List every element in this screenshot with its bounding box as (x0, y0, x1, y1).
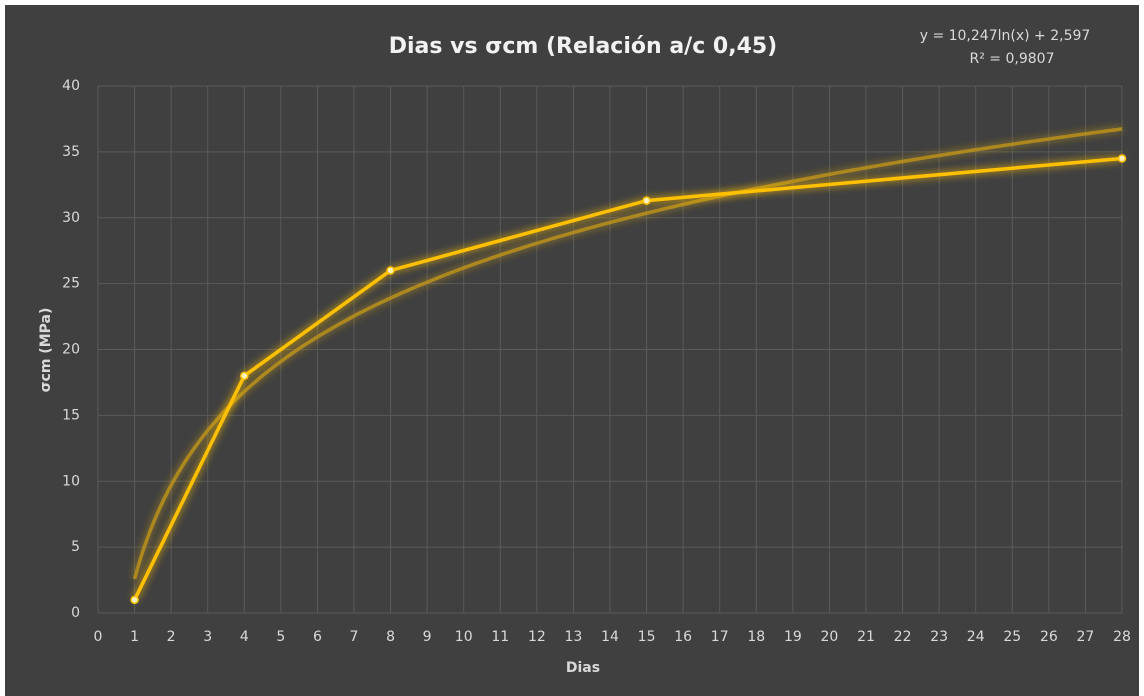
x-tick-label: 14 (601, 629, 619, 645)
x-tick-label: 10 (455, 629, 473, 645)
y-tick-label: 30 (62, 210, 80, 226)
trendline (132, 127, 1123, 580)
x-tick-label: 26 (1040, 629, 1058, 645)
data-point (386, 266, 395, 275)
x-tick-label: 3 (203, 629, 212, 645)
x-tick-label: 23 (930, 629, 948, 645)
y-tick-label: 35 (62, 144, 80, 160)
data-point (130, 595, 139, 605)
data-point (642, 196, 651, 205)
x-tick-label: 17 (711, 629, 729, 645)
y-tick-label: 25 (62, 276, 80, 292)
x-tick-label: 7 (350, 629, 359, 645)
y-tick-label: 40 (62, 78, 80, 94)
data-point (1117, 154, 1127, 163)
y-tick-label: 10 (62, 473, 80, 489)
trend-equation: y = 10,247ln(x) + 2,597 (920, 28, 1091, 44)
x-tick-label: 6 (313, 629, 322, 645)
y-tick-label: 20 (62, 342, 80, 358)
x-tick-label: 28 (1113, 629, 1131, 645)
data-point (240, 371, 249, 381)
x-tick-label: 8 (386, 629, 395, 645)
x-tick-label: 9 (423, 629, 432, 645)
x-tick-label: 20 (821, 629, 839, 645)
x-tick-label: 11 (491, 629, 509, 645)
x-tick-label: 24 (967, 629, 985, 645)
x-tick-label: 5 (276, 629, 285, 645)
chart-title: Dias vs σcm (Relación a/c 0,45) (389, 34, 778, 59)
x-tick-label: 19 (784, 629, 802, 645)
x-tick-label: 1 (130, 629, 139, 645)
x-axis-title: Dias (566, 660, 600, 676)
y-axis-title: σcm (MPa) (38, 308, 54, 393)
x-tick-label: 27 (1077, 629, 1095, 645)
x-tick-label: 13 (565, 629, 583, 645)
x-tick-label: 16 (674, 629, 692, 645)
x-tick-label: 21 (857, 629, 875, 645)
chart-background (5, 5, 1139, 696)
y-tick-label: 15 (62, 407, 80, 423)
x-tick-label: 25 (1003, 629, 1021, 645)
x-tick-label: 18 (747, 629, 765, 645)
x-tick-label: 12 (528, 629, 546, 645)
x-tick-label: 0 (94, 629, 103, 645)
x-tick-label: 4 (240, 629, 249, 645)
x-tick-label: 22 (894, 629, 912, 645)
x-tick-label: 2 (167, 629, 176, 645)
trend-r2: R² = 0,9807 (970, 51, 1055, 67)
x-tick-label: 15 (638, 629, 656, 645)
y-tick-label: 5 (71, 539, 80, 555)
y-tick-label: 0 (71, 605, 80, 621)
